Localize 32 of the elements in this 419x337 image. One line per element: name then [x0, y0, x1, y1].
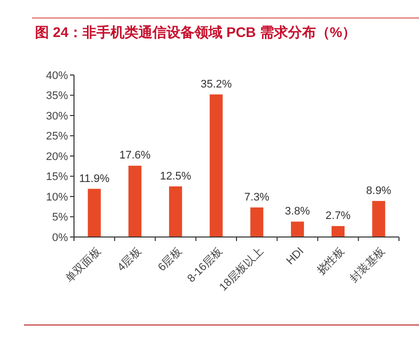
data-label: 11.9% — [79, 172, 110, 185]
y-tick-label: 15% — [46, 171, 68, 184]
y-tick-label: 10% — [46, 191, 68, 204]
bar — [332, 226, 345, 237]
bar — [290, 222, 304, 237]
data-label: 7.3% — [244, 191, 270, 204]
y-tick-label: 0% — [52, 232, 68, 244]
y-tick-label: 40% — [46, 70, 68, 82]
y-tick-label: 35% — [46, 90, 68, 102]
data-label: 2.7% — [326, 210, 351, 222]
bar — [169, 186, 182, 237]
data-label: 8.9% — [366, 184, 392, 197]
data-label: 3.8% — [284, 206, 310, 218]
bar — [128, 166, 142, 237]
data-label: 17.6% — [119, 150, 151, 162]
x-tick-label: HDI — [284, 245, 306, 268]
y-tick-label: 25% — [46, 130, 68, 143]
bar — [210, 94, 223, 237]
y-tick-label: 20% — [46, 150, 68, 163]
x-tick-label: 单双面板 — [62, 244, 104, 285]
bar — [372, 200, 386, 237]
x-tick-label: 4层板 — [115, 245, 144, 274]
chart-title: 图 24：非手机类通信设备领域 PCB 需求分布（%） — [35, 24, 356, 40]
y-tick-label: 30% — [46, 110, 68, 122]
y-tick-label: 5% — [52, 212, 68, 224]
bar — [250, 207, 264, 237]
bar — [88, 188, 101, 237]
x-tick-label: 挠性板 — [315, 245, 347, 278]
data-label: 35.2% — [200, 78, 232, 90]
data-label: 12.5% — [160, 170, 192, 182]
x-tick-label: 封装基板 — [347, 244, 388, 285]
x-tick-label: 6层板 — [156, 245, 184, 274]
